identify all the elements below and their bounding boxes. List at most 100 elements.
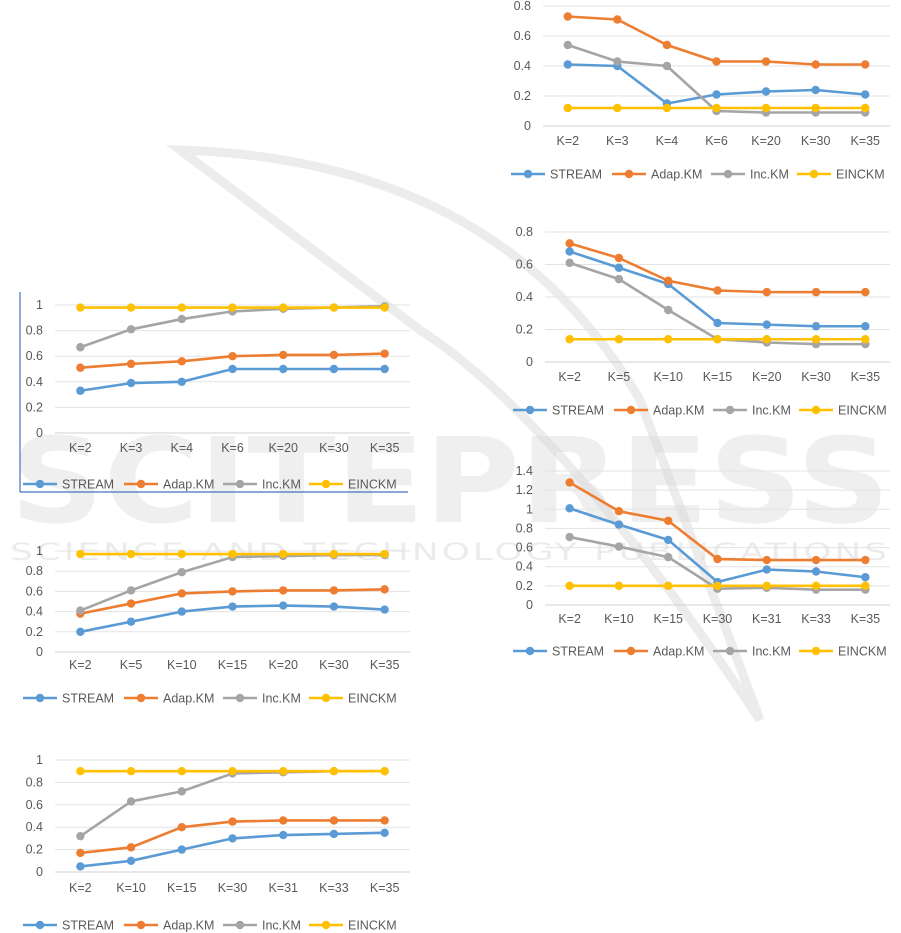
x-tick-label: K=5 [120,658,143,672]
data-point [761,103,771,113]
y-tick-label: 0 [36,645,43,659]
data-point [662,103,672,113]
x-tick-label: K=31 [268,881,298,895]
y-tick-label: 0.6 [516,258,533,272]
data-point [811,85,820,95]
data-point [861,287,870,297]
data-point [565,247,574,256]
legend-swatch-marker [809,169,819,179]
legend-label: EINCKM [348,478,397,492]
y-tick-label: 0.4 [26,820,43,834]
data-point [228,817,237,826]
y-tick-label: 0 [36,426,43,440]
data-point [563,60,572,69]
x-tick-label: K=10 [604,612,634,626]
data-point [76,606,85,615]
y-tick-label: 0 [526,355,533,369]
y-tick-label: 0.2 [26,400,43,414]
legend-swatch-marker [35,920,45,930]
data-point [563,12,572,21]
data-point [762,565,771,574]
legend-label: EINCKM [348,919,397,933]
series-line-inc-km [569,261,866,346]
legend-label: EINCKM [348,692,397,706]
data-point [713,318,722,328]
legend-swatch-marker [321,693,331,703]
legend-swatch-marker [725,405,735,415]
data-point [76,767,85,776]
data-point [762,555,771,565]
legend-label: Adap.KM [651,168,702,182]
data-point [329,767,339,776]
data-point [762,335,771,344]
data-point [380,349,389,358]
x-tick-label: K=35 [370,658,400,672]
x-tick-label: K=30 [703,612,733,626]
chart-legend: STREAM Adap.KM Inc.KM EINCKM [23,478,397,492]
data-point [76,831,85,841]
data-point [126,599,136,608]
x-tick-label: K=3 [606,134,629,148]
data-point [329,364,339,374]
x-tick-label: K=2 [69,441,92,455]
line-chart-6: 0 0.2 0.4 0.6 0.8 1 1.2 1.4 K=2 K=10 K=15 K=30 K=31 K… [513,464,890,659]
data-point [861,322,870,331]
y-tick-label: 0.6 [26,584,43,598]
legend-swatch-marker [136,693,146,703]
data-point [811,103,820,113]
data-point [329,829,339,839]
legend-label: Inc.KM [752,645,791,659]
data-point [228,834,237,843]
legend-swatch-marker [136,479,146,489]
data-point [126,359,136,369]
x-tick-label: K=30 [319,658,349,672]
data-point [279,601,288,610]
x-tick-label: K=20 [752,370,782,384]
data-point [563,103,572,113]
y-tick-label: 0.8 [26,564,43,578]
data-point [565,581,574,591]
data-point [614,542,624,551]
legend-swatch-marker [811,646,821,656]
x-tick-label: K=10 [653,370,683,384]
data-point [279,350,288,360]
x-tick-label: K=4 [656,134,679,148]
data-point [380,605,389,614]
chart-legend: STREAM Adap.KM Inc.KM EINCKM [511,168,885,182]
data-point [614,335,624,344]
data-point [664,581,673,591]
y-tick-label: 0.8 [516,225,533,239]
watermark-swoosh-shape [165,145,765,723]
data-point [380,303,389,312]
chart-legend: STREAM Adap.KM Inc.KM EINCKM [513,404,887,418]
x-tick-label: K=20 [751,134,781,148]
line-chart-3: 0 0.2 0.4 0.6 0.8 1 K=2 K=10 K=15 K=30 K=31 K=33 K=3… [23,753,410,933]
data-point [861,555,870,565]
legend-label: Adap.KM [653,404,704,418]
line-chart-5: 0 0.2 0.4 0.6 0.8 K=2 K=5 K=10 K=15 K=20 K=30 K=35 S… [513,225,890,418]
chart-legend: STREAM Adap.KM Inc.KM EINCKM [513,645,887,659]
y-tick-label: 0 [36,865,43,879]
legend-label: Inc.KM [752,404,791,418]
legend-swatch-marker [35,693,45,703]
chart-legend: STREAM Adap.KM Inc.KM EINCKM [23,692,397,706]
x-tick-label: K=20 [268,441,298,455]
data-point [126,325,136,334]
x-tick-label: K=2 [556,134,579,148]
x-tick-label: K=35 [850,134,880,148]
data-point [76,363,85,372]
data-point [76,386,85,395]
y-tick-label: 0.6 [26,798,43,812]
x-tick-label: K=2 [69,658,92,672]
data-point [329,303,339,312]
data-point [712,90,721,99]
data-point [228,352,237,361]
data-point [177,823,186,832]
legend-label: STREAM [62,692,114,706]
legend-swatch-marker [235,920,245,930]
y-tick-label: 1 [36,298,43,312]
data-point [713,581,722,591]
data-point [228,587,237,596]
data-point [565,335,574,344]
